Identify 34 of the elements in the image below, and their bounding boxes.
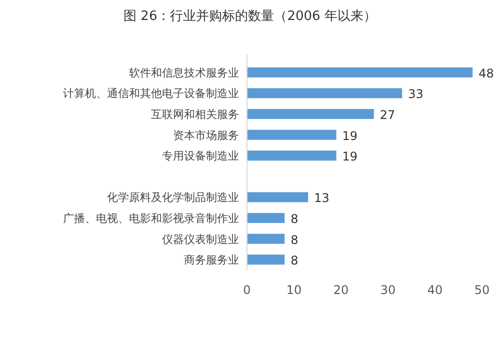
y-tick-label: 软件和信息技术服务业 (129, 66, 239, 80)
data-label: 13 (314, 191, 330, 206)
y-tick-label: 专用设备制造业 (162, 150, 239, 163)
bar (247, 192, 308, 202)
chart-title: 图 26：行业并购标的数量（2006 年以来） (124, 9, 376, 24)
y-tick-label: 商务服务业 (184, 254, 239, 267)
data-label: 8 (290, 212, 298, 226)
bar (247, 234, 285, 244)
data-label: 27 (380, 108, 396, 122)
bar (247, 109, 374, 119)
x-tick-label: 20 (333, 283, 349, 297)
bar (247, 67, 473, 78)
y-tick-label: 资本市场服务 (173, 128, 239, 142)
data-label: 19 (342, 128, 358, 143)
data-label: 33 (408, 87, 424, 102)
y-tick-label: 化学原料及化学制品制造业 (107, 191, 239, 204)
x-tick-label: 10 (286, 283, 302, 297)
data-label: 8 (290, 232, 298, 247)
x-tick-label: 40 (427, 283, 443, 297)
y-tick-label: 仪器仪表制造业 (162, 232, 239, 246)
data-label: 19 (342, 150, 358, 164)
data-label: 8 (290, 254, 298, 268)
y-tick-label: 计算机、通信和其他电子设备制造业 (63, 87, 239, 100)
data-label: 48 (478, 66, 494, 80)
y-tick-label: 广播、电视、电影和影视录音制作业 (63, 212, 239, 225)
bar (247, 130, 336, 140)
x-tick-label: 0 (243, 283, 251, 297)
bar (247, 150, 336, 161)
bar (247, 213, 285, 223)
y-tick-label: 互联网和相关服务 (151, 108, 239, 121)
x-tick-label: 30 (380, 283, 396, 297)
bar (247, 88, 402, 98)
bar (247, 254, 285, 265)
x-tick-label: 50 (474, 283, 490, 297)
